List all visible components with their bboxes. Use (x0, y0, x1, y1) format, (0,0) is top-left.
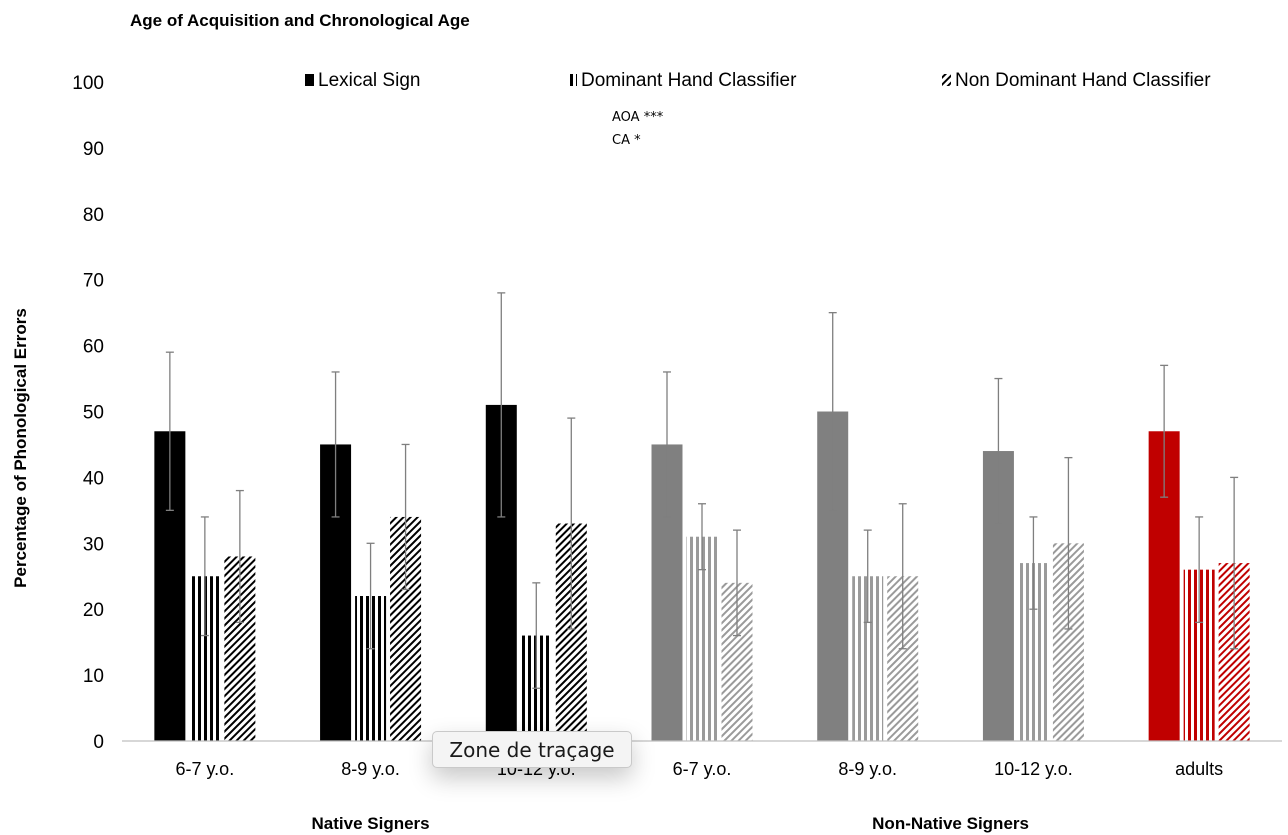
y-tick-label: 90 (83, 139, 104, 160)
y-tick-label: 70 (83, 271, 104, 292)
x-tick-label: 6-7 y.o. (673, 759, 732, 779)
y-tick-label: 60 (83, 337, 104, 358)
error-bar (733, 529, 741, 637)
x-tick-label: 10-12 y.o. (994, 759, 1073, 779)
x-tick-label: 8-9 y.o. (341, 759, 400, 779)
error-bar (663, 371, 671, 518)
significance-annotation: AOA *** (612, 110, 664, 125)
error-bar (567, 417, 576, 630)
y-tick-label: 20 (83, 600, 104, 621)
y-tick-label: 30 (83, 534, 104, 555)
legend-label: Dominant Hand Classifier (581, 70, 797, 91)
x-tick-label: 8-9 y.o. (838, 759, 897, 779)
legend-swatch (942, 74, 951, 86)
error-bar (698, 503, 706, 571)
y-tick-label: 50 (83, 403, 104, 424)
plot-area-tooltip: Zone de traçage (432, 731, 632, 768)
significance-annotations: AOA *** CA * (612, 110, 664, 148)
legend: Lexical Sign Dominant Hand Classifier Non … (305, 70, 1211, 91)
error-bar (532, 582, 541, 689)
y-tick-label: 40 (83, 468, 104, 489)
x-tick-label: 6-7 y.o. (176, 759, 235, 779)
x-tick-label: adults (1175, 759, 1223, 779)
y-tick-label: 100 (72, 73, 104, 94)
significance-annotation: CA * (612, 133, 641, 148)
error-bar (331, 371, 340, 518)
error-bar (1029, 516, 1038, 610)
group-label: Non-Native Signers (872, 814, 1029, 833)
error-bar (1195, 516, 1204, 624)
x-axis-ticks: 6-7 y.o. 8-9 y.o. 10-12 y.o. 6-7 y.o. 8-9 y.… (176, 759, 1224, 779)
group-label: Native Signers (312, 814, 430, 833)
chart-title: Age of Acquisition and Chronological Age (130, 11, 470, 30)
y-tick-label: 10 (83, 666, 104, 687)
error-bar (828, 311, 837, 512)
legend-swatch (305, 74, 314, 86)
group-labels: Native Signers Non-Native Signers (312, 814, 1029, 833)
error-bar (1160, 364, 1169, 498)
error-bar (994, 377, 1003, 525)
error-bar (1230, 476, 1239, 650)
error-bar (366, 542, 375, 650)
plot-area[interactable] (154, 292, 1250, 741)
y-tick-label: 0 (93, 732, 104, 753)
error-bar (863, 529, 872, 624)
bar-dominant-hand-classifier[interactable] (686, 536, 718, 741)
y-tick-label: 80 (83, 205, 104, 226)
legend-label: Non Dominant Hand Classifier (955, 70, 1211, 91)
error-bar (497, 292, 506, 518)
error-bar (235, 489, 244, 624)
y-axis-ticks: 0 10 20 30 40 50 60 70 80 90 100 (72, 73, 104, 753)
y-axis-label: Percentage of Phonological Errors (11, 308, 30, 588)
legend-swatch (568, 74, 577, 86)
error-bar (200, 516, 209, 637)
error-bar (165, 351, 174, 512)
error-bar (401, 443, 410, 591)
error-bar (1064, 456, 1073, 630)
legend-label: Lexical Sign (318, 70, 420, 91)
error-bar (898, 503, 907, 650)
